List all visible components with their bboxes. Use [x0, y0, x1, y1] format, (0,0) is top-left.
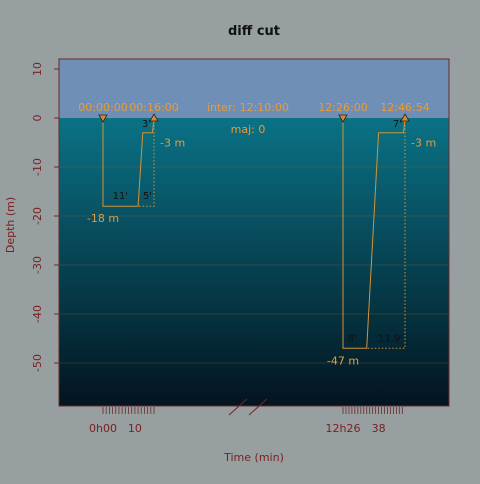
y-tick-label: 0 — [31, 115, 44, 122]
sky-area — [59, 59, 449, 118]
dive-2-bottom-time-label: 8' — [348, 333, 357, 344]
dive-2-stop-time-label: 7' — [393, 119, 402, 130]
dive-2-ascent-marker — [400, 113, 410, 122]
dive-1-stop-depth-label: -3 m — [160, 137, 185, 150]
y-tick-label: -50 — [31, 354, 44, 372]
chart-title: diff cut — [228, 24, 280, 39]
x-tick-label: 38 — [372, 422, 386, 435]
x-tick-label: 10 — [128, 422, 142, 435]
interval-label: inter: 12:10:00 — [207, 101, 289, 114]
dive-1-ascent-time-label: 5' — [143, 191, 152, 202]
dive-1-bottom-time-label: 11' — [113, 191, 128, 202]
x-tick-label: 12h26 — [326, 422, 361, 435]
dive-1-descent-marker — [98, 114, 108, 123]
dive-2-ascent-time-label: 11.9' — [378, 333, 403, 344]
water-area — [59, 118, 449, 406]
dive-1-dotted-line — [138, 118, 155, 207]
dive-2-descent-marker — [338, 114, 348, 123]
dive-1-profile-line — [102, 117, 155, 207]
axis-break-mark — [248, 398, 268, 416]
dive-1-start-label: 00:00:00 — [78, 101, 127, 114]
y-tick-label: -20 — [31, 207, 44, 225]
y-tick-label: -30 — [31, 256, 44, 274]
plot-frame — [58, 58, 450, 407]
y-axis-label: Depth (m) — [4, 197, 17, 253]
dive-2-max-depth-label: -47 m — [327, 354, 359, 367]
x-axis-label: Time (min) — [223, 451, 284, 464]
dive-2-end-label: 12:46:54 — [380, 101, 429, 114]
dive-1-max-depth-label: -18 m — [87, 212, 119, 225]
dive-1-end-label: 00:16:00 — [129, 101, 178, 114]
x-tick-label: 0h00 — [89, 422, 117, 435]
maj-label: maj: 0 — [231, 123, 266, 136]
dive-1-ascent-marker — [149, 113, 159, 122]
dive-2-profile-line — [342, 117, 406, 349]
dive-2-dotted-line — [366, 118, 406, 349]
y-tick-label: 10 — [31, 62, 44, 76]
dive-2-start-label: 12:26:00 — [318, 101, 367, 114]
axis-break-mark — [228, 398, 248, 416]
y-tick-label: -10 — [31, 158, 44, 176]
plot-area: 10 0 -10 -20 -30 -40 -50 0h00 10 12h26 38 inter: 12… — [31, 58, 450, 435]
dive-1-stop-time-label: 3' — [142, 119, 151, 130]
dive-2-stop-depth-label: -3 m — [411, 137, 436, 150]
y-tick-label: -40 — [31, 305, 44, 323]
